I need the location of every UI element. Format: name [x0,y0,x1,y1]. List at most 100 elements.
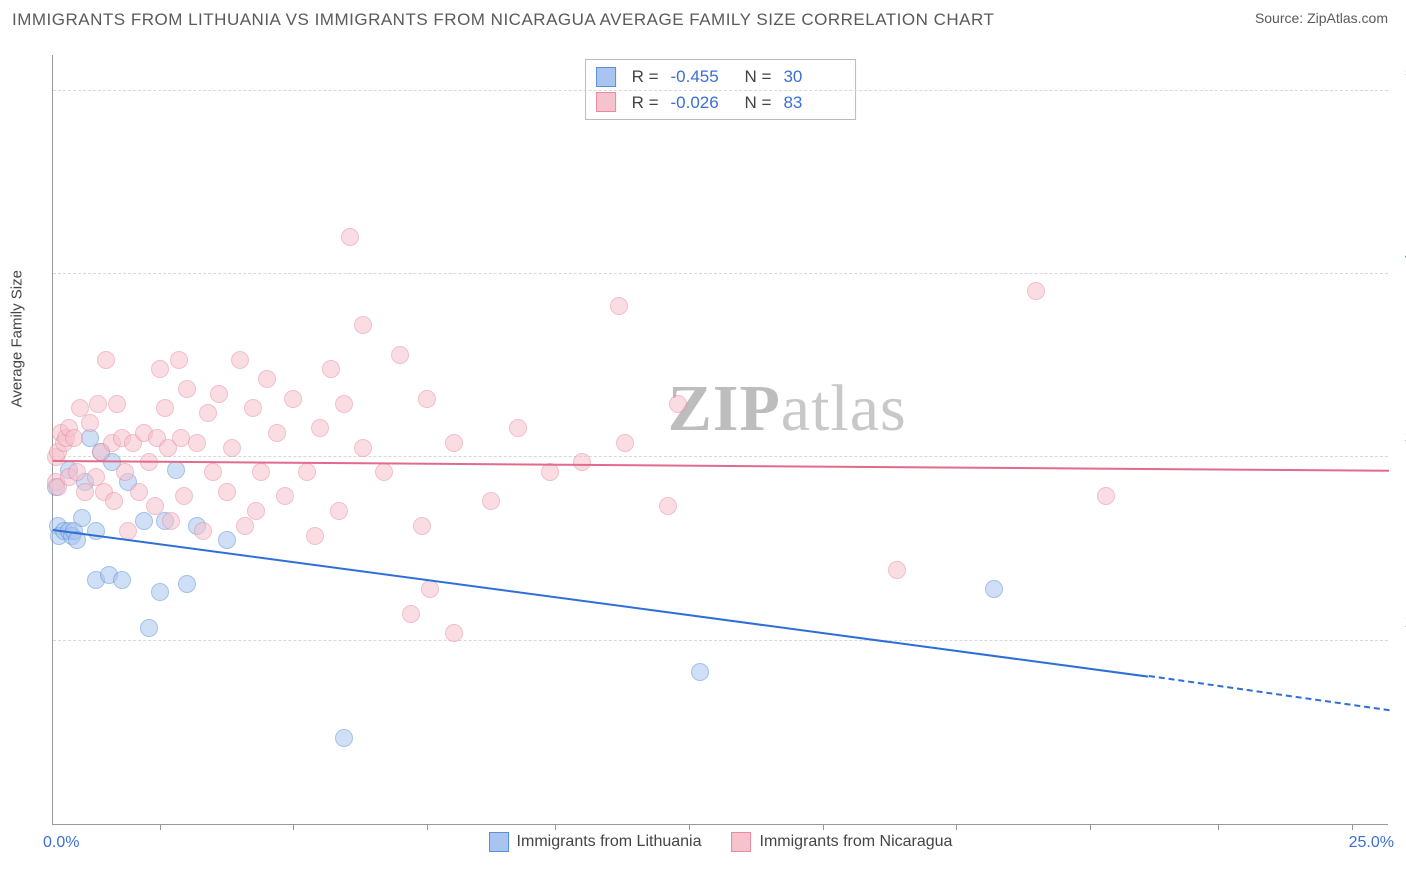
swatch-nicaragua [596,92,616,112]
data-point-lithuania [135,512,153,530]
data-point-nicaragua [68,463,86,481]
x-tick [689,824,690,830]
trend-line-dash [1148,675,1389,711]
legend-label-lithuania: Immigrants from Lithuania [517,833,702,851]
swatch-lithuania [489,832,509,852]
data-point-nicaragua [170,351,188,369]
data-point-lithuania [335,729,353,747]
data-point-nicaragua [65,429,83,447]
data-point-nicaragua [375,463,393,481]
data-point-nicaragua [330,502,348,520]
n-value-nicaragua: 83 [783,90,841,116]
x-tick [160,824,161,830]
data-point-lithuania [691,663,709,681]
data-point-nicaragua [284,390,302,408]
data-point-nicaragua [445,624,463,642]
data-point-nicaragua [322,360,340,378]
data-point-nicaragua [1097,487,1115,505]
chart-title: IMMIGRANTS FROM LITHUANIA VS IMMIGRANTS … [12,10,994,30]
data-point-nicaragua [199,404,217,422]
x-axis-min: 0.0% [43,834,79,852]
data-point-nicaragua [105,492,123,510]
swatch-lithuania [596,67,616,87]
source-label: Source: [1255,10,1307,26]
data-point-nicaragua [247,502,265,520]
data-point-nicaragua [162,512,180,530]
data-point-nicaragua [669,395,687,413]
legend-label-nicaragua: Immigrants from Nicaragua [760,833,953,851]
r-value-lithuania: -0.455 [671,64,729,90]
data-point-nicaragua [888,561,906,579]
data-point-nicaragua [178,380,196,398]
data-point-nicaragua [421,580,439,598]
r-label: R = [632,64,659,90]
data-point-nicaragua [341,228,359,246]
data-point-nicaragua [89,395,107,413]
x-tick [1218,824,1219,830]
data-point-nicaragua [258,370,276,388]
data-point-lithuania [178,575,196,593]
x-tick [293,824,294,830]
data-point-nicaragua [610,297,628,315]
source: Source: ZipAtlas.com [1255,10,1388,26]
x-tick [823,824,824,830]
r-value-nicaragua: -0.026 [671,90,729,116]
data-point-nicaragua [306,527,324,545]
gridline-h [53,273,1388,274]
data-point-lithuania [140,619,158,637]
data-point-nicaragua [231,351,249,369]
data-point-nicaragua [116,463,134,481]
data-point-nicaragua [194,522,212,540]
data-point-nicaragua [276,487,294,505]
data-point-nicaragua [616,434,634,452]
data-point-nicaragua [188,434,206,452]
data-point-nicaragua [130,483,148,501]
data-point-nicaragua [210,385,228,403]
data-point-nicaragua [146,497,164,515]
r-label: R = [632,90,659,116]
data-point-nicaragua [298,463,316,481]
data-point-nicaragua [156,399,174,417]
data-point-nicaragua [204,463,222,481]
n-label: N = [745,64,772,90]
data-point-lithuania [113,571,131,589]
gridline-h [53,90,1388,91]
n-label: N = [745,90,772,116]
data-point-nicaragua [76,483,94,501]
data-point-nicaragua [391,346,409,364]
legend-item-nicaragua: Immigrants from Nicaragua [732,832,953,852]
data-point-nicaragua [119,522,137,540]
legend-stat-row-lithuania: R = -0.455 N = 30 [596,64,842,90]
source-value: ZipAtlas.com [1307,10,1388,26]
data-point-nicaragua [354,316,372,334]
data-point-lithuania [167,461,185,479]
data-point-nicaragua [236,517,254,535]
data-point-nicaragua [335,395,353,413]
data-point-lithuania [218,531,236,549]
x-tick [555,824,556,830]
watermark-light: atlas [781,372,907,445]
data-point-nicaragua [418,390,436,408]
gridline-h [53,456,1388,457]
x-tick [427,824,428,830]
data-point-nicaragua [354,439,372,457]
gridline-h [53,640,1388,641]
n-value-lithuania: 30 [783,64,841,90]
data-point-nicaragua [311,419,329,437]
x-tick [1352,824,1353,830]
data-point-nicaragua [413,517,431,535]
data-point-nicaragua [573,453,591,471]
data-point-nicaragua [482,492,500,510]
data-point-nicaragua [151,360,169,378]
plot-area: ZIPatlas R =-0.455N =30R =-0.026N =83 Av… [52,55,1388,825]
legend-series: Immigrants from Lithuania Immigrants from… [489,832,953,852]
x-tick [1090,824,1091,830]
y-axis-label: Average Family Size [9,270,26,407]
data-point-nicaragua [252,463,270,481]
data-point-lithuania [151,583,169,601]
watermark: ZIPatlas [668,371,907,447]
legend-stat-row-nicaragua: R = -0.026 N = 83 [596,90,842,116]
data-point-nicaragua [108,395,126,413]
trend-line [53,529,1149,678]
data-point-nicaragua [81,414,99,432]
